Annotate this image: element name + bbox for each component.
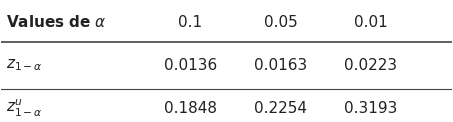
Text: 0.0136: 0.0136 (164, 58, 217, 73)
Text: $z^{u}_{1-\alpha}$: $z^{u}_{1-\alpha}$ (6, 98, 43, 119)
Text: 0.2254: 0.2254 (254, 101, 307, 116)
Text: 0.0163: 0.0163 (254, 58, 307, 73)
Text: 0.0223: 0.0223 (344, 58, 397, 73)
Text: 0.1: 0.1 (178, 15, 202, 30)
Text: 0.1848: 0.1848 (164, 101, 217, 116)
Text: 0.01: 0.01 (354, 15, 387, 30)
Text: $z_{1-\alpha}$: $z_{1-\alpha}$ (6, 57, 43, 73)
Text: $\mathbf{Values\ de}\ \alpha$: $\mathbf{Values\ de}\ \alpha$ (6, 14, 106, 30)
Text: 0.3193: 0.3193 (344, 101, 397, 116)
Text: 0.05: 0.05 (264, 15, 298, 30)
